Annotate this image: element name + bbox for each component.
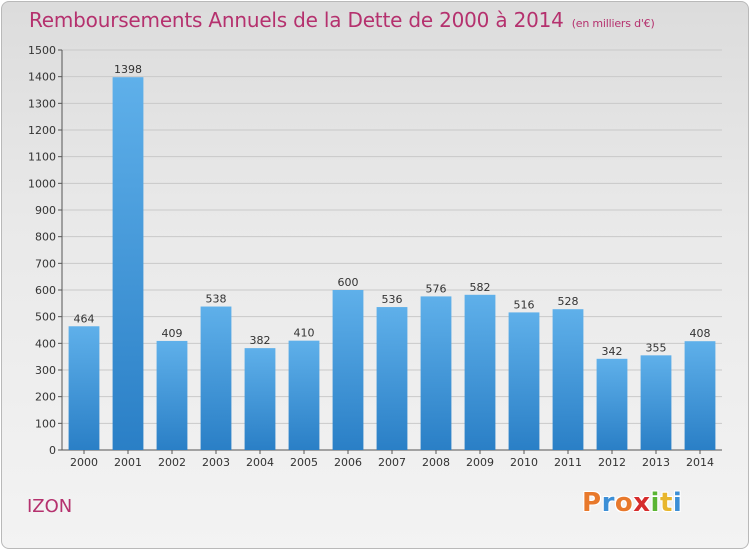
x-tick-label: 2002 bbox=[158, 456, 186, 469]
data-label: 355 bbox=[646, 341, 667, 354]
data-label: 536 bbox=[382, 293, 403, 306]
y-tick-label: 600 bbox=[35, 284, 56, 297]
x-tick-label: 2011 bbox=[554, 456, 582, 469]
x-tick-label: 2004 bbox=[246, 456, 274, 469]
data-label: 408 bbox=[690, 327, 711, 340]
y-tick-label: 1400 bbox=[28, 71, 56, 84]
y-tick-label: 800 bbox=[35, 231, 56, 244]
x-tick-label: 2014 bbox=[686, 456, 714, 469]
data-label: 382 bbox=[250, 334, 271, 347]
data-label: 464 bbox=[74, 312, 95, 325]
x-tick-label: 2013 bbox=[642, 456, 670, 469]
chart-title-text: Remboursements Annuels de la Dette de 20… bbox=[29, 8, 564, 32]
y-tick-label: 900 bbox=[35, 204, 56, 217]
data-label: 409 bbox=[162, 327, 183, 340]
bar bbox=[640, 355, 672, 450]
proxiti-logo: Proxiti bbox=[582, 488, 682, 518]
place-name: IZON bbox=[27, 496, 73, 517]
logo-letter: P bbox=[582, 488, 602, 518]
y-tick-label: 500 bbox=[35, 311, 56, 324]
bar bbox=[508, 312, 540, 450]
bar bbox=[464, 294, 496, 450]
x-tick-label: 2012 bbox=[598, 456, 626, 469]
logo-letter: t bbox=[659, 488, 673, 518]
bar bbox=[200, 306, 232, 450]
bar bbox=[684, 341, 716, 450]
logo-letter: o bbox=[614, 488, 634, 518]
logo-letter: i bbox=[672, 488, 683, 518]
data-label: 600 bbox=[338, 276, 359, 289]
y-tick-label: 1100 bbox=[28, 151, 56, 164]
logo-letter: x bbox=[633, 488, 651, 518]
bar bbox=[112, 77, 144, 450]
bar bbox=[68, 326, 100, 450]
y-tick-label: 400 bbox=[35, 337, 56, 350]
data-label: 1398 bbox=[114, 63, 142, 76]
data-label: 410 bbox=[294, 327, 315, 340]
data-label: 342 bbox=[602, 345, 623, 358]
x-tick-label: 2007 bbox=[378, 456, 406, 469]
data-label: 582 bbox=[470, 281, 491, 294]
bar bbox=[420, 296, 452, 450]
chart-unit: (en milliers d'€) bbox=[571, 17, 655, 30]
bar bbox=[288, 340, 320, 450]
y-tick-label: 300 bbox=[35, 364, 56, 377]
y-tick-label: 0 bbox=[49, 444, 56, 457]
y-tick-label: 200 bbox=[35, 391, 56, 404]
data-label: 516 bbox=[514, 298, 535, 311]
bar bbox=[552, 309, 584, 450]
bar bbox=[596, 358, 628, 450]
y-tick-label: 1200 bbox=[28, 124, 56, 137]
x-tick-label: 2009 bbox=[466, 456, 494, 469]
y-tick-label: 1500 bbox=[28, 44, 56, 57]
y-tick-label: 1300 bbox=[28, 97, 56, 110]
data-label: 576 bbox=[426, 282, 447, 295]
data-label: 538 bbox=[206, 293, 227, 306]
x-tick-label: 2001 bbox=[114, 456, 142, 469]
x-tick-label: 2003 bbox=[202, 456, 230, 469]
logo-letter: i bbox=[650, 488, 660, 518]
x-tick-label: 2006 bbox=[334, 456, 362, 469]
x-tick-label: 2000 bbox=[70, 456, 98, 469]
data-label: 528 bbox=[558, 295, 579, 308]
x-tick-label: 2010 bbox=[510, 456, 538, 469]
bar bbox=[156, 340, 188, 450]
bar bbox=[376, 307, 408, 450]
logo-letter: r bbox=[601, 488, 615, 518]
y-tick-label: 1000 bbox=[28, 177, 56, 190]
x-tick-label: 2008 bbox=[422, 456, 450, 469]
y-tick-label: 700 bbox=[35, 257, 56, 270]
chart-title: Remboursements Annuels de la Dette de 20… bbox=[29, 8, 655, 32]
y-tick-label: 100 bbox=[35, 417, 56, 430]
data-labels: 464 1398 409 538 382 410 600 536 576 582 516 528 342… bbox=[74, 63, 711, 358]
bars bbox=[68, 77, 716, 450]
x-tick-label: 2005 bbox=[290, 456, 318, 469]
bar bbox=[244, 348, 276, 450]
bar bbox=[332, 290, 364, 450]
